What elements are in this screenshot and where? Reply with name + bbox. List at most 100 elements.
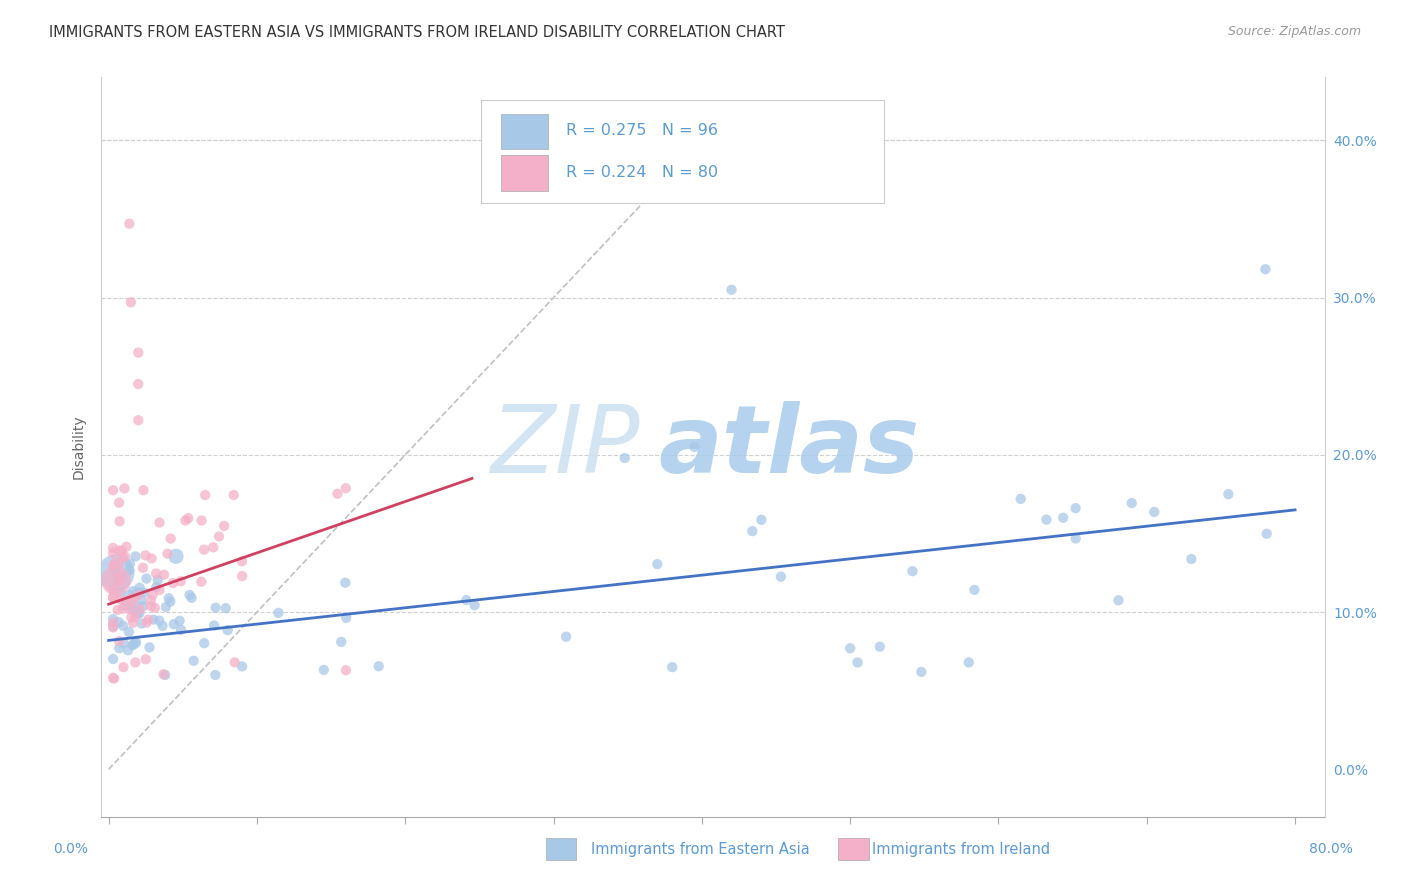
Point — [127, 377, 149, 392]
Point — [1180, 552, 1202, 566]
Point — [138, 640, 160, 655]
FancyBboxPatch shape — [481, 100, 884, 203]
Text: 80.0%: 80.0% — [1309, 842, 1353, 856]
Point — [101, 582, 124, 597]
Point — [132, 483, 155, 498]
Point — [101, 590, 124, 604]
Point — [136, 613, 159, 627]
Point — [212, 519, 235, 533]
Point — [128, 581, 150, 595]
Point — [148, 583, 170, 598]
Text: Immigrants from Ireland: Immigrants from Ireland — [872, 842, 1050, 856]
Point — [127, 345, 149, 359]
Point — [555, 630, 578, 644]
Point — [159, 594, 181, 608]
Point — [107, 603, 129, 617]
Point — [135, 572, 157, 586]
Point — [112, 660, 135, 674]
Point — [231, 569, 253, 583]
Point — [114, 599, 136, 613]
Point — [122, 584, 145, 599]
Point — [110, 585, 132, 599]
Point — [135, 615, 157, 630]
Text: Immigrants from Eastern Asia: Immigrants from Eastern Asia — [591, 842, 810, 856]
Point — [101, 615, 124, 630]
Point — [156, 547, 179, 561]
Point — [103, 672, 125, 686]
Point — [1052, 510, 1074, 524]
Point — [720, 283, 742, 297]
Point — [231, 554, 253, 568]
Point — [1035, 513, 1057, 527]
Point — [110, 592, 132, 607]
Point — [179, 588, 201, 602]
Point — [901, 564, 924, 578]
Text: R = 0.275   N = 96: R = 0.275 N = 96 — [567, 123, 718, 138]
Point — [1010, 491, 1032, 506]
Point — [101, 620, 124, 634]
Point — [162, 576, 184, 591]
Point — [204, 668, 226, 682]
Point — [170, 623, 193, 637]
Point — [1143, 505, 1166, 519]
Point — [152, 619, 174, 633]
Point — [101, 483, 124, 498]
Point — [222, 488, 245, 502]
Text: Source: ZipAtlas.com: Source: ZipAtlas.com — [1227, 25, 1361, 38]
Point — [751, 513, 773, 527]
Text: ZIP: ZIP — [489, 401, 640, 492]
Point — [125, 586, 148, 600]
Point — [120, 610, 142, 624]
Text: R = 0.224   N = 80: R = 0.224 N = 80 — [567, 165, 718, 180]
Point — [112, 550, 135, 565]
Point — [335, 611, 357, 625]
Point — [683, 440, 706, 454]
Point — [1064, 501, 1087, 516]
Point — [111, 569, 134, 583]
Point — [118, 557, 141, 571]
Point — [124, 609, 146, 624]
Point — [128, 602, 150, 616]
Point — [204, 600, 226, 615]
Point — [108, 615, 131, 630]
Point — [661, 660, 683, 674]
Point — [330, 635, 353, 649]
Point — [957, 656, 980, 670]
Text: IMMIGRANTS FROM EASTERN ASIA VS IMMIGRANTS FROM IRELAND DISABILITY CORRELATION C: IMMIGRANTS FROM EASTERN ASIA VS IMMIGRAN… — [49, 25, 785, 40]
Point — [846, 656, 869, 670]
Point — [120, 295, 142, 310]
Point — [1218, 487, 1240, 501]
Point — [231, 659, 253, 673]
Point — [839, 641, 862, 656]
Point — [157, 591, 180, 606]
Point — [224, 656, 246, 670]
Point — [132, 599, 155, 614]
Point — [108, 514, 131, 528]
Point — [139, 593, 162, 607]
Point — [202, 541, 225, 555]
Point — [741, 524, 763, 538]
Point — [112, 636, 135, 650]
Point — [1064, 532, 1087, 546]
Text: atlas: atlas — [658, 401, 920, 493]
Point — [131, 593, 153, 607]
Point — [121, 638, 143, 652]
Point — [107, 574, 129, 588]
Point — [131, 616, 153, 631]
Point — [101, 671, 124, 685]
Point — [174, 514, 197, 528]
Point — [177, 511, 200, 525]
Point — [101, 652, 124, 666]
Point — [124, 549, 146, 564]
Point — [104, 561, 127, 575]
Point — [148, 614, 170, 628]
Point — [111, 618, 134, 632]
Point — [108, 634, 131, 648]
Point — [910, 665, 932, 679]
Point — [101, 546, 124, 560]
Point — [104, 556, 127, 570]
Point — [127, 607, 149, 621]
Point — [114, 482, 136, 496]
Point — [464, 599, 486, 613]
Point — [124, 656, 146, 670]
